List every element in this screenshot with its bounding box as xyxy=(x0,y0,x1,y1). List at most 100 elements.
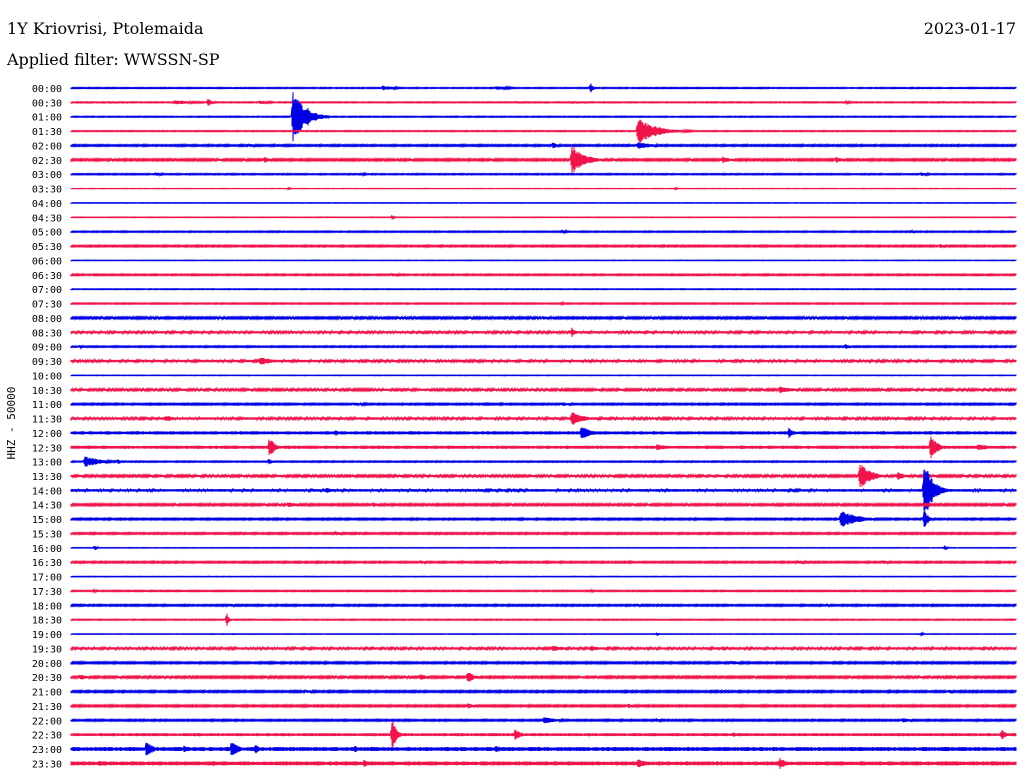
time-label: 04:30 xyxy=(32,213,62,224)
time-label: 03:00 xyxy=(32,170,62,181)
seismic-trace xyxy=(70,464,1017,488)
seismic-trace xyxy=(70,703,1017,709)
time-label: 00:00 xyxy=(32,84,62,95)
seismic-trace xyxy=(70,327,1017,337)
record-date: 2023-01-17 xyxy=(923,19,1016,38)
time-label: 05:00 xyxy=(32,228,62,239)
time-label: 01:30 xyxy=(32,127,62,138)
time-label: 14:00 xyxy=(32,486,62,497)
seismic-trace xyxy=(70,83,1017,93)
time-label: 13:00 xyxy=(32,458,62,469)
seismic-trace xyxy=(70,171,1017,178)
seismic-trace xyxy=(70,215,1017,220)
time-label: 00:30 xyxy=(32,98,62,109)
seismic-trace xyxy=(70,456,1017,467)
time-label: 17:00 xyxy=(32,573,62,584)
seismic-trace xyxy=(70,722,1017,748)
seismic-trace xyxy=(70,757,1017,769)
seismic-trace xyxy=(70,659,1017,666)
seismic-trace xyxy=(70,142,1017,149)
seismic-trace xyxy=(70,145,1017,175)
seismic-trace xyxy=(70,501,1017,508)
seismic-trace xyxy=(70,401,1017,408)
time-label: 07:00 xyxy=(32,285,62,296)
time-label: 14:30 xyxy=(32,501,62,512)
seismic-trace xyxy=(70,436,1017,459)
time-label: 09:00 xyxy=(32,343,62,354)
seismic-trace xyxy=(70,587,1017,595)
seismic-trace xyxy=(70,412,1017,425)
time-label: 11:00 xyxy=(32,400,62,411)
time-label: 08:30 xyxy=(32,328,62,339)
seismic-trace xyxy=(70,672,1017,682)
time-label: 04:00 xyxy=(32,199,62,210)
seismic-trace xyxy=(70,314,1017,321)
seismic-trace xyxy=(70,469,1017,512)
time-label: 07:30 xyxy=(32,300,62,311)
seismic-trace xyxy=(70,717,1017,724)
seismic-trace xyxy=(70,92,1017,142)
time-label: 15:00 xyxy=(32,515,62,526)
seismic-trace xyxy=(70,374,1017,377)
time-label: 22:30 xyxy=(32,731,62,742)
seismic-trace xyxy=(70,300,1017,307)
time-label: 23:30 xyxy=(32,759,62,770)
time-label: 21:30 xyxy=(32,702,62,713)
seismic-trace xyxy=(70,201,1017,205)
time-label: 02:00 xyxy=(32,141,62,152)
time-label: 09:30 xyxy=(32,357,62,368)
seismic-trace xyxy=(70,427,1017,439)
seismic-trace xyxy=(70,631,1017,637)
filter-label: Applied filter: WWSSN-SP xyxy=(7,50,220,69)
seismic-trace xyxy=(70,259,1017,262)
time-label: 18:30 xyxy=(32,616,62,627)
seismic-trace xyxy=(70,742,1017,756)
time-label: 08:00 xyxy=(32,314,62,325)
time-label: 20:30 xyxy=(32,673,62,684)
time-label: 02:30 xyxy=(32,156,62,167)
seismic-trace xyxy=(70,186,1017,191)
time-label: 05:30 xyxy=(32,242,62,253)
seismic-trace xyxy=(70,386,1017,393)
time-label: 22:00 xyxy=(32,716,62,727)
seismic-trace xyxy=(70,272,1017,278)
time-label: 19:00 xyxy=(32,630,62,641)
time-label: 10:00 xyxy=(32,371,62,382)
seismic-trace xyxy=(70,645,1017,652)
time-label: 23:00 xyxy=(32,745,62,756)
seismic-trace xyxy=(70,602,1017,609)
time-label: 19:30 xyxy=(32,644,62,655)
time-label: 12:30 xyxy=(32,443,62,454)
time-label: 20:00 xyxy=(32,659,62,670)
time-label: 13:30 xyxy=(32,472,62,483)
seismic-trace xyxy=(70,511,1017,527)
time-label: 11:30 xyxy=(32,415,62,426)
time-label: 01:00 xyxy=(32,113,62,124)
seismic-trace xyxy=(70,688,1017,695)
time-label: 16:30 xyxy=(32,558,62,569)
seismic-trace xyxy=(70,243,1017,249)
seismic-trace xyxy=(70,530,1017,537)
seismic-trace xyxy=(70,98,1017,106)
time-label: 03:30 xyxy=(32,185,62,196)
station-title: 1Y Kriovrisi, Ptolemaida xyxy=(7,19,204,38)
time-label: 06:00 xyxy=(32,256,62,267)
seismic-trace xyxy=(70,119,1017,143)
time-label: 17:30 xyxy=(32,587,62,598)
seismic-trace xyxy=(70,357,1017,365)
seismic-trace xyxy=(70,228,1017,235)
seismic-trace xyxy=(70,559,1017,566)
time-label: 18:00 xyxy=(32,601,62,612)
seismic-trace xyxy=(70,287,1017,291)
seismic-trace xyxy=(70,613,1017,626)
time-label: 06:30 xyxy=(32,271,62,282)
time-label: 16:00 xyxy=(32,544,62,555)
time-label: 21:00 xyxy=(32,688,62,699)
seismic-trace xyxy=(70,575,1017,578)
seismic-trace xyxy=(70,545,1017,551)
time-label: 12:00 xyxy=(32,429,62,440)
time-label: 10:30 xyxy=(32,386,62,397)
time-label: 15:30 xyxy=(32,529,62,540)
seismic-trace xyxy=(70,343,1017,350)
